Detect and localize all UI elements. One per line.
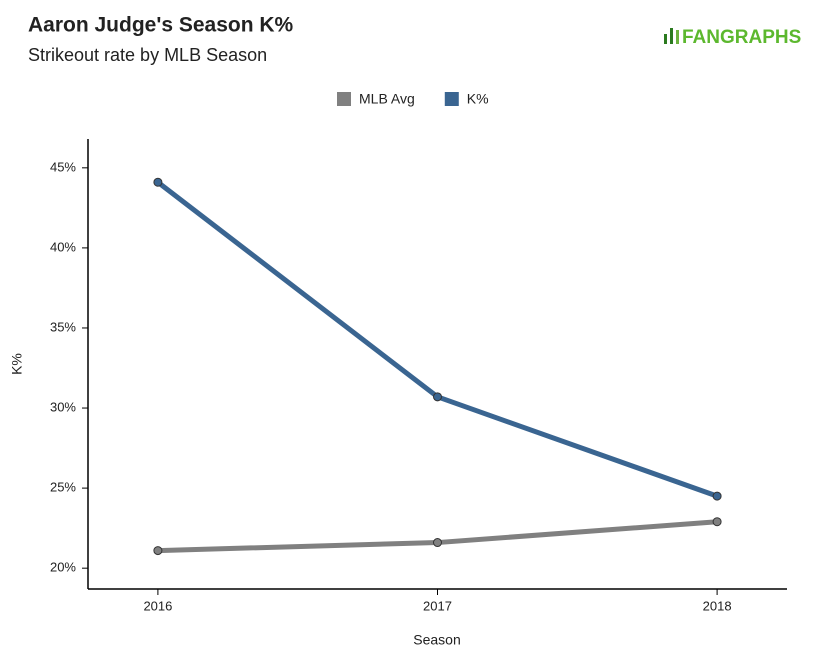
y-tick-label: 30% <box>50 399 76 414</box>
x-axis-label: Season <box>413 632 460 648</box>
series-line <box>156 180 718 499</box>
y-tick-label: 35% <box>50 319 76 334</box>
x-tick-label: 2018 <box>703 598 732 613</box>
logo-bar <box>670 28 673 44</box>
data-point <box>712 491 722 501</box>
chart-subtitle: Strikeout rate by MLB Season <box>28 45 267 65</box>
data-point <box>433 392 442 402</box>
x-tick-label: 2017 <box>423 598 452 613</box>
data-point <box>153 177 163 187</box>
y-tick-label: 25% <box>50 480 76 495</box>
legend-swatch <box>444 92 459 106</box>
legend-label: K% <box>467 91 489 107</box>
data-point <box>153 546 163 556</box>
chart-title: Aaron Judge's Season K% <box>28 14 294 37</box>
legend-label: MLB Avg <box>359 91 415 107</box>
y-tick-label: 40% <box>50 239 76 254</box>
data-point <box>433 538 442 548</box>
y-axis-label: K% <box>9 353 25 375</box>
logo-bar <box>676 30 679 44</box>
y-tick-label: 45% <box>50 159 76 174</box>
x-tick-label: 2016 <box>143 598 172 613</box>
data-point <box>712 517 722 527</box>
logo-text: FANGRAPHS <box>682 27 801 48</box>
logo-bar <box>664 34 667 44</box>
y-tick-label: 20% <box>50 560 76 575</box>
logo-icon <box>664 28 679 44</box>
legend-swatch <box>337 92 351 106</box>
